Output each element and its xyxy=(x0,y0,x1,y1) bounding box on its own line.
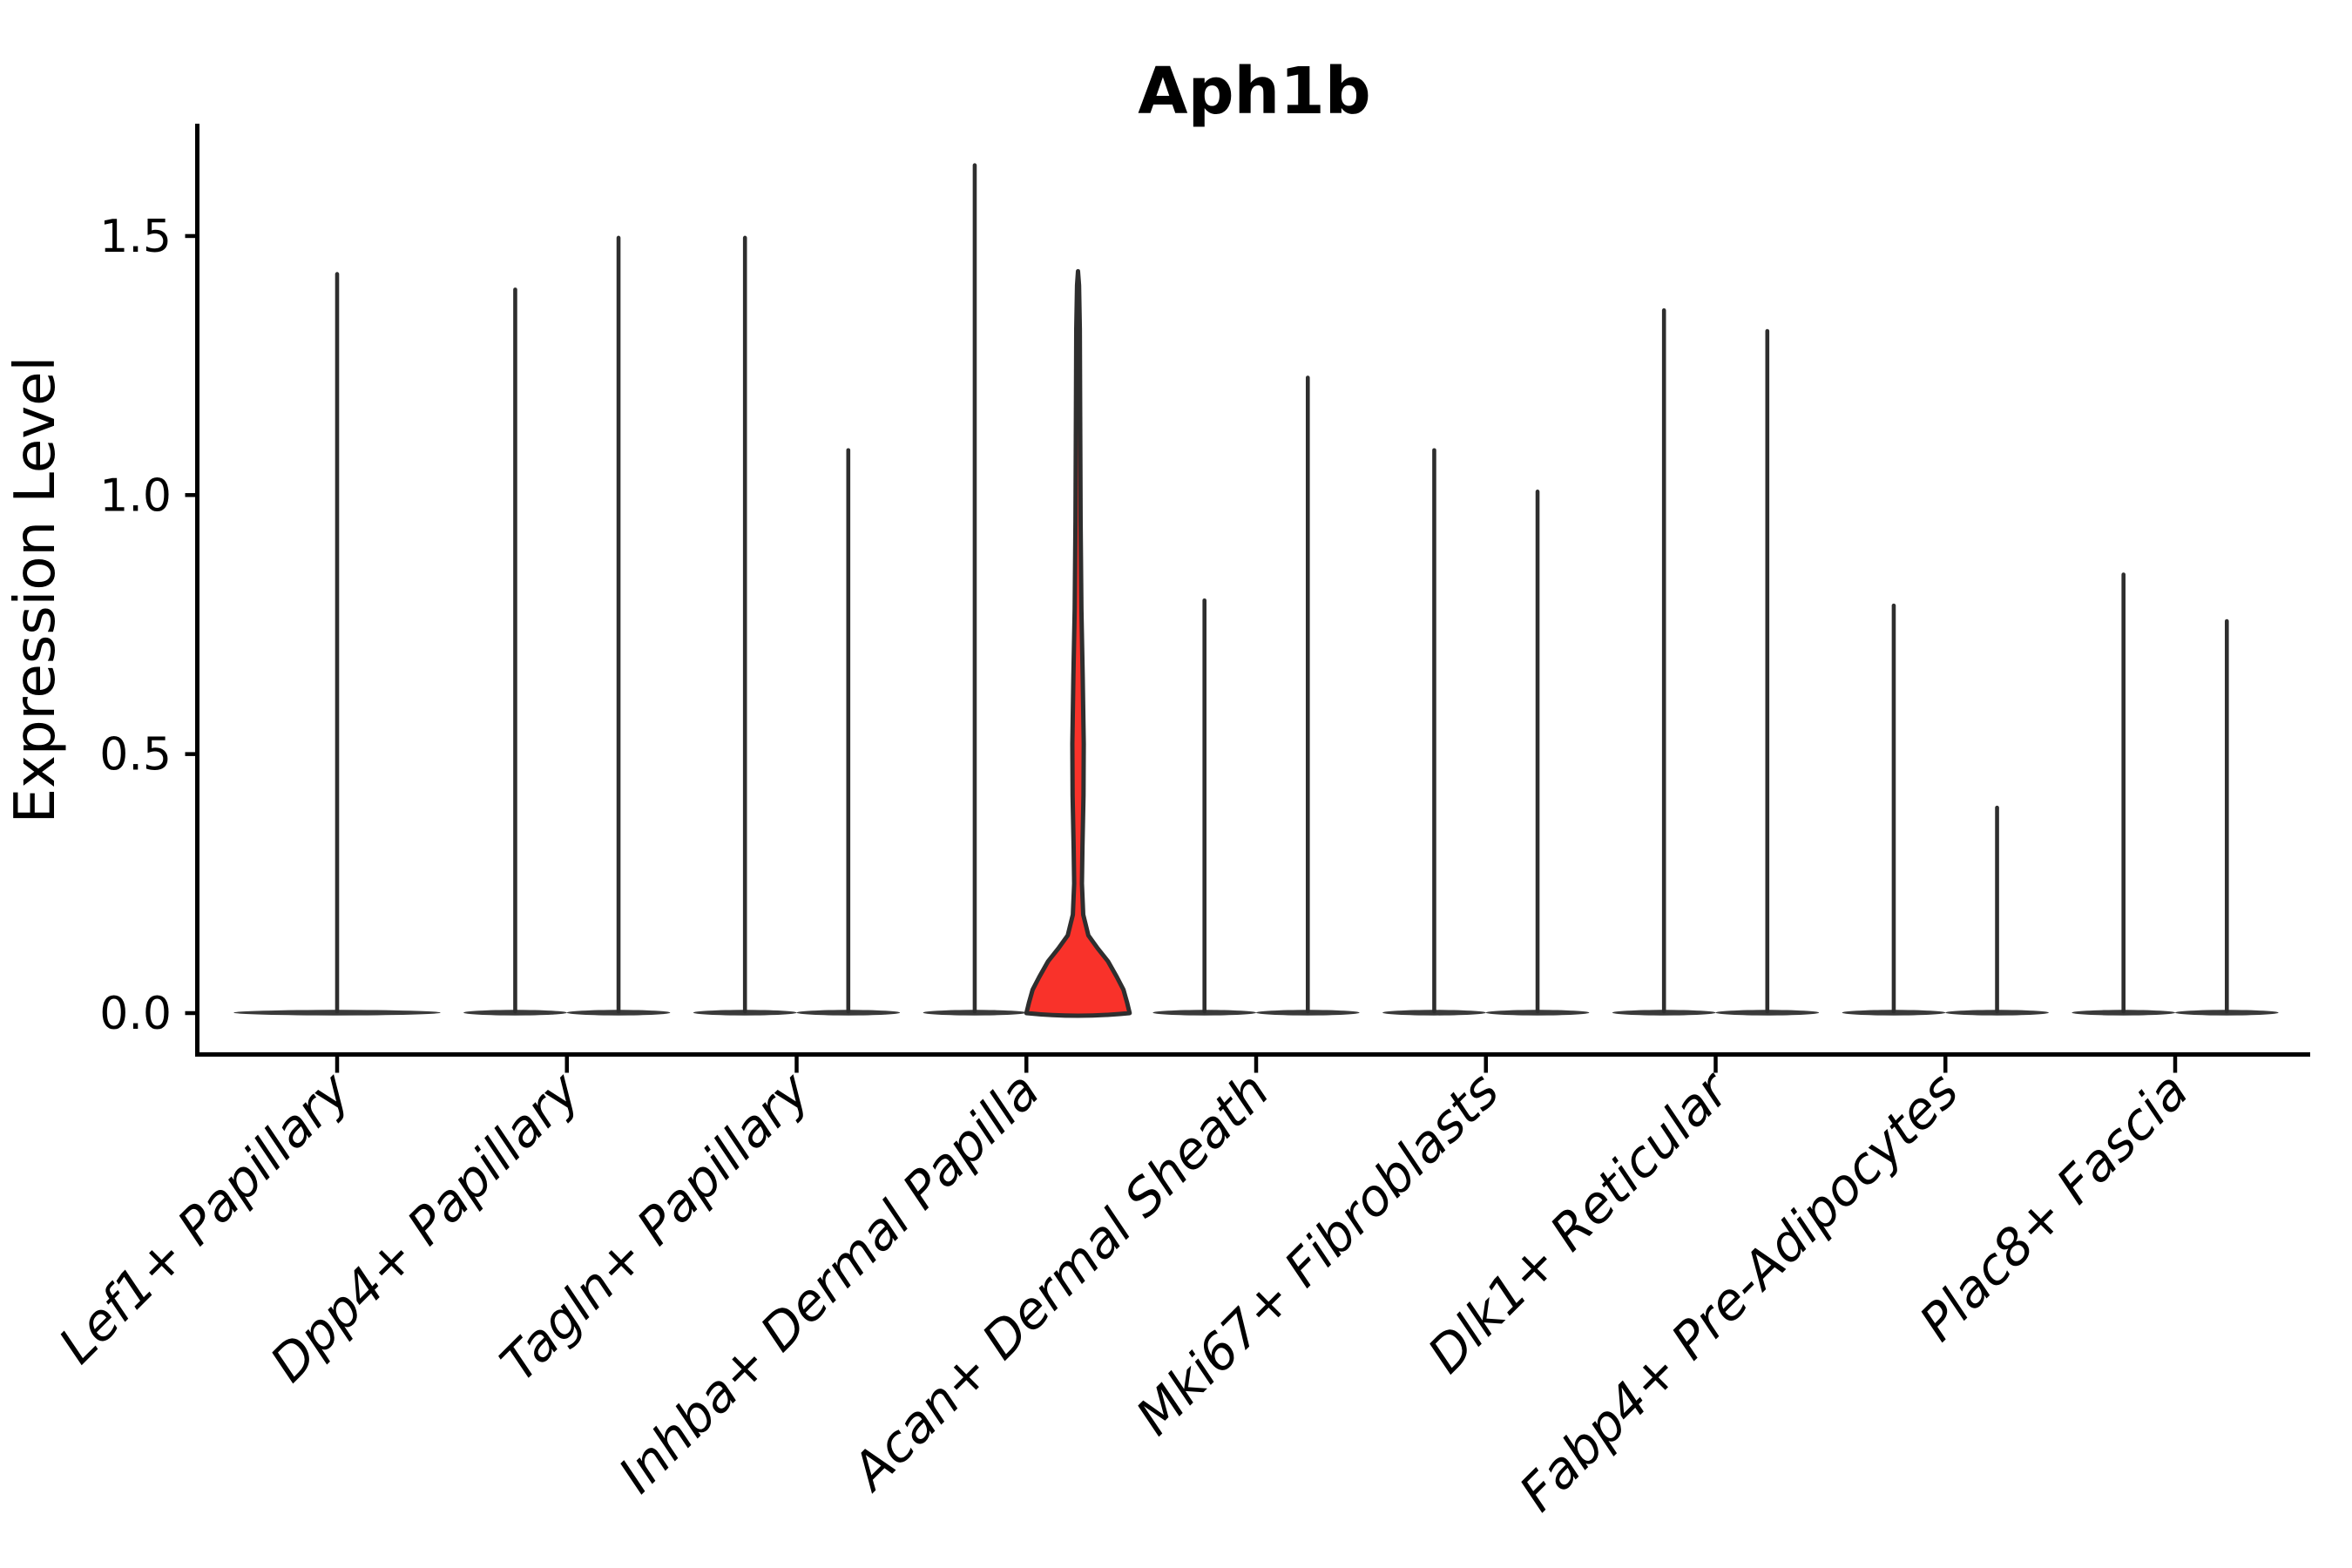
y-axis-title: Expression Level xyxy=(3,356,68,824)
y-tick-label: 0.5 xyxy=(99,729,172,781)
x-category-label: Inhba+ Dermal Papilla xyxy=(607,1061,1051,1504)
highlighted-violin xyxy=(1024,268,1132,1018)
y-tick-label: 1.0 xyxy=(99,470,172,522)
x-category-label: Acan+ Dermal Sheath xyxy=(838,1061,1281,1504)
y-tick-label: 0.0 xyxy=(99,988,172,1040)
y-tick-label: 1.5 xyxy=(99,211,172,263)
axes-layer xyxy=(185,124,2310,1073)
x-category-label: Fabp4+ Pre-Adipocytes xyxy=(1508,1061,1970,1523)
violins-layer xyxy=(233,163,2279,1018)
plot-title: Aph1b xyxy=(1138,54,1370,129)
